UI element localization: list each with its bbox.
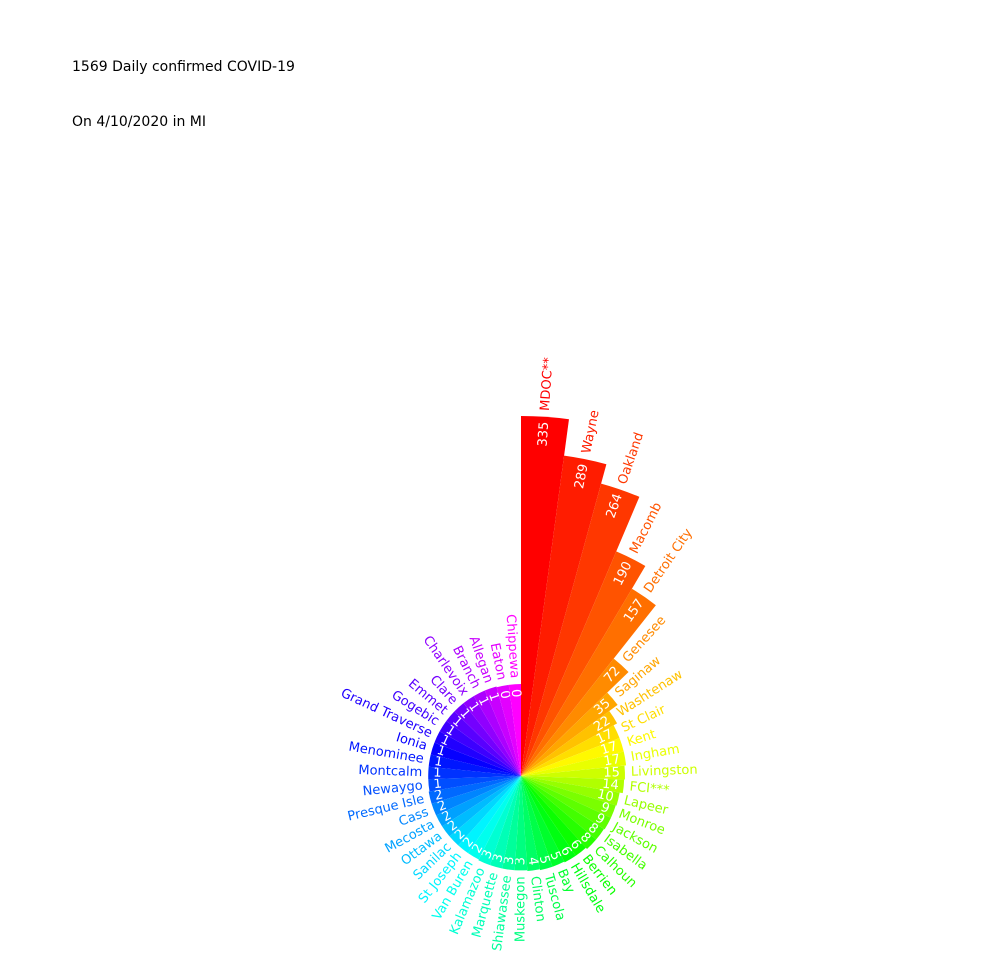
bar-Kent: [521, 738, 624, 776]
value-label-Chippewa: 0: [508, 689, 524, 698]
category-label-Montcalm: Montcalm: [358, 763, 422, 780]
bar-Clinton: [521, 776, 540, 871]
bar-Oakland: [521, 483, 640, 776]
bar-Isabella: [521, 776, 604, 840]
bar-Monroe: [521, 776, 616, 818]
bar-Allegan: [484, 686, 521, 776]
bar-Newaygo: [428, 776, 521, 792]
bar-Ottawa: [442, 776, 521, 837]
bar-Gogebic: [439, 720, 521, 776]
value-label-Clinton: 4: [524, 856, 540, 866]
value-label-Ingham: 17: [603, 752, 622, 770]
value-label-Kent: 17: [599, 739, 619, 758]
value-label-Presque Isle: 2: [433, 787, 445, 804]
value-label-Newaygo: 1: [433, 776, 443, 792]
category-label-Livingston: Livingston: [631, 763, 698, 780]
category-label-Muskegon: Muskegon: [514, 876, 529, 942]
bar-Ingham: [521, 751, 627, 776]
bar-Livingston: [521, 765, 625, 780]
value-label-Menominee: 1: [433, 754, 444, 770]
bar-Bay: [521, 776, 565, 867]
bar-Eaton: [496, 684, 521, 776]
value-label-Tuscola: 5: [536, 854, 553, 866]
bar-Marquette: [490, 776, 521, 869]
bar-Berrien: [521, 776, 586, 856]
bar-Sanilac: [449, 776, 521, 846]
value-label-MDOC**: 335: [536, 421, 553, 447]
chart-title: 1569 Daily confirmed COVID-19: [72, 59, 295, 75]
category-label-Newaygo: Newaygo: [362, 778, 423, 799]
bar-Clare: [454, 703, 521, 776]
bar-Ionia: [430, 742, 521, 776]
bar-Hillsdale: [521, 776, 576, 863]
bar-Jackson: [521, 776, 611, 830]
category-label-FCI***: FCI***: [629, 779, 671, 798]
value-label-Shiawassee: 3: [502, 855, 518, 865]
bar-Genesee: [521, 658, 629, 776]
bar-Emmet: [446, 711, 521, 776]
bar-Kalamazoo: [478, 776, 521, 866]
value-label-Montcalm: 1: [433, 766, 442, 781]
bar-Menominee: [428, 754, 521, 776]
bar-Branch: [473, 690, 521, 776]
category-label-MDOC**: MDOC**: [538, 356, 557, 411]
bar-Van Buren: [468, 776, 521, 860]
value-label-Livingston: 15: [603, 765, 620, 781]
bar-MDOC**: [521, 416, 569, 776]
category-label-Wayne: Wayne: [579, 409, 602, 455]
category-label-Chippewa: Chippewa: [503, 614, 522, 679]
bar-Presque Isle: [428, 776, 521, 804]
bar-Mecosta: [436, 776, 521, 827]
bar-Grand Traverse: [434, 731, 521, 776]
bar-Cass: [431, 776, 521, 816]
category-label-Oakland: Oakland: [615, 431, 647, 487]
bar-St Clair: [521, 725, 620, 776]
bar-Saginaw: [521, 692, 618, 776]
value-label-Eaton: 0: [496, 689, 512, 700]
value-label-Wayne: 289: [572, 463, 592, 490]
value-label-Muskegon: 3: [514, 857, 529, 865]
chart-subtitle: On 4/10/2020 in MI: [72, 114, 206, 130]
bar-Washtenaw: [521, 710, 618, 776]
bar-Lapeer: [521, 776, 620, 806]
bar-Detroit City: [521, 588, 656, 776]
bar-Montcalm: [428, 766, 521, 780]
bar-Muskegon: [514, 776, 528, 871]
bar-Charlevoix: [463, 696, 521, 776]
bar-FCI***: [521, 776, 625, 794]
category-label-Clinton: Clinton: [527, 875, 548, 922]
bar-Wayne: [521, 455, 607, 776]
bar-St Joseph: [458, 776, 521, 854]
bar-Shiawassee: [502, 776, 521, 871]
bar-Tuscola: [521, 776, 553, 871]
category-label-Eaton: Eaton: [487, 642, 509, 682]
bar-Macomb: [521, 551, 646, 776]
bar-Chippewa: [508, 684, 521, 776]
value-label-FCI***: 14: [601, 777, 619, 794]
value-label-Marquette: 3: [490, 852, 507, 864]
bar-Calhoun: [521, 776, 597, 849]
